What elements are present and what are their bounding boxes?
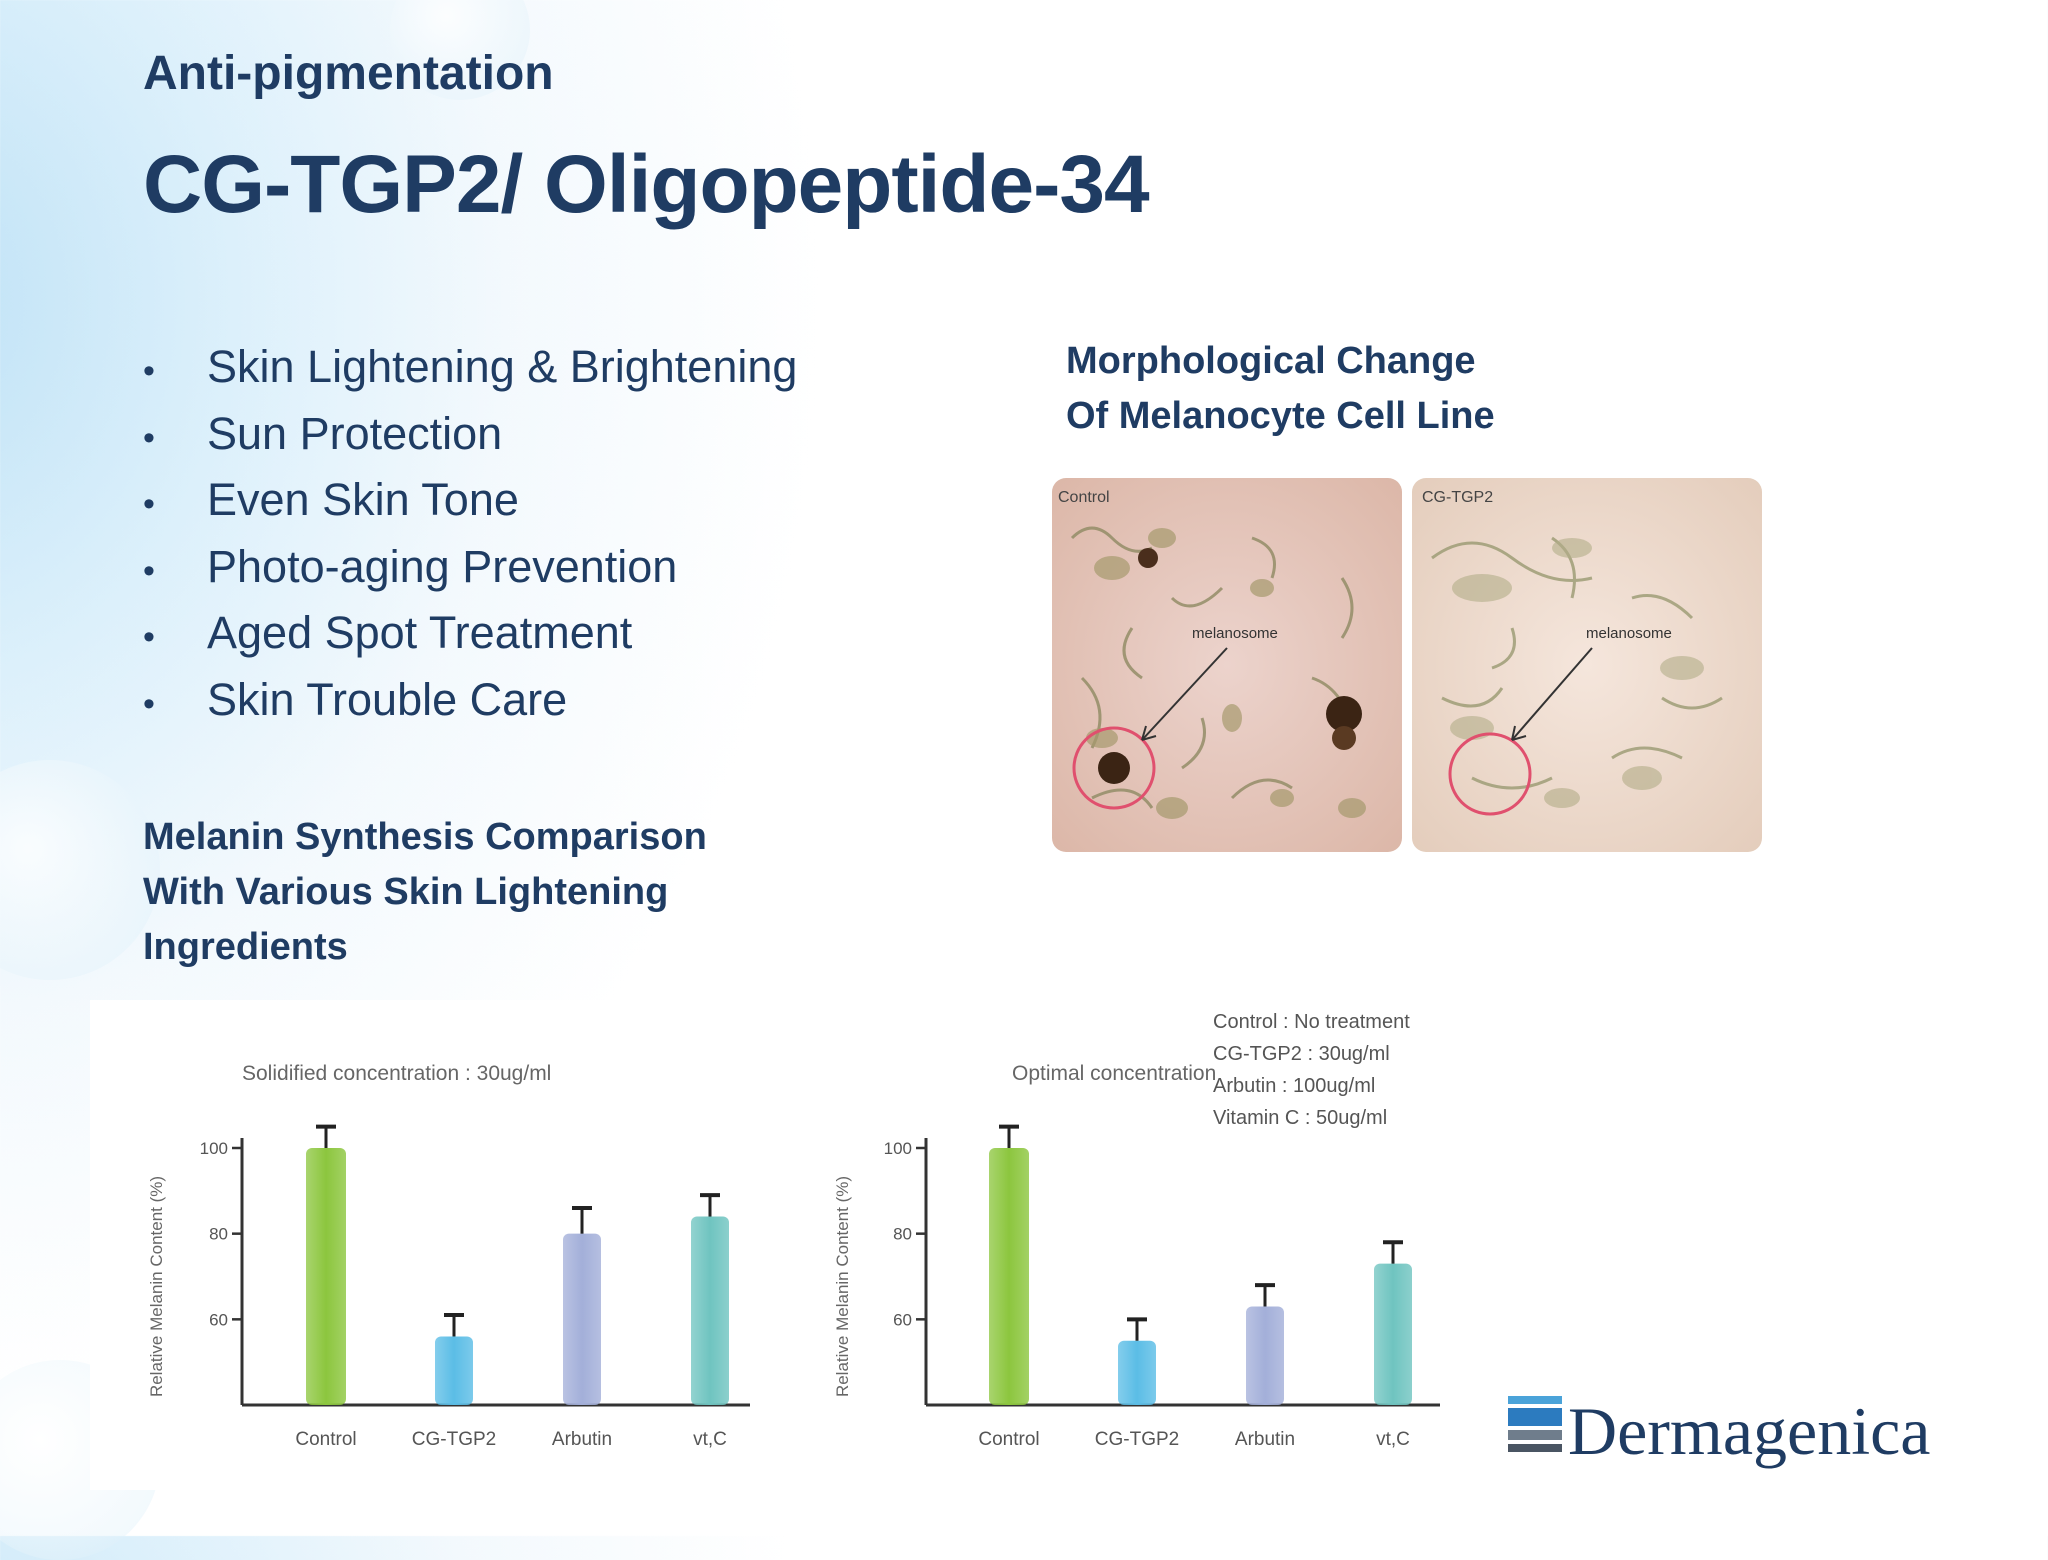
y-tick-label: 100 [884, 1139, 912, 1158]
caption-line: With Various Skin Lightening [143, 871, 669, 913]
bullet-icon: • [143, 684, 155, 723]
x-tick-label: vt,C [693, 1429, 727, 1450]
list-item-label: Skin Trouble Care [207, 673, 568, 725]
morphology-caption: Morphological Change Of Melanocyte Cell … [1066, 334, 1495, 444]
list-item: • Sun Protection [143, 403, 797, 470]
chart-title: Optimal concentration [1012, 1062, 1216, 1085]
bar [1246, 1306, 1284, 1405]
caption-line: Of Melanocyte Cell Line [1066, 395, 1495, 437]
panel-label: Control [1058, 489, 1110, 506]
bullet-icon: • [143, 485, 155, 523]
list-item: • Skin Lightening & Brightening [143, 336, 797, 403]
x-tick-label: CG-TGP2 [1095, 1429, 1179, 1450]
y-tick-label: 60 [893, 1310, 912, 1329]
x-tick-label: CG-TGP2 [412, 1429, 496, 1450]
melanosome-annotation: melanosome [1586, 625, 1672, 642]
dermagenica-logo-icon [1508, 1396, 1562, 1452]
bullet-icon: • [143, 618, 155, 656]
chart-title: Solidified concentration : 30ug/ml [242, 1062, 551, 1085]
bar [1118, 1340, 1156, 1405]
slide-title: CG-TGP2/ Oligopeptide-34 [143, 139, 1150, 230]
bar [563, 1233, 601, 1405]
melanin-chart-solidified: Solidified concentration : 30ug/ml Relati… [147, 1062, 750, 1450]
melanosome-annotation: melanosome [1192, 625, 1278, 642]
bullet-icon: • [143, 551, 155, 590]
slide-overline: Anti-pigmentation [143, 47, 554, 100]
bar [1374, 1263, 1412, 1405]
list-item-label: Photo-aging Prevention [207, 540, 678, 592]
list-item: • Aged Spot Treatment [143, 602, 797, 669]
panel-label: CG-TGP2 [1422, 489, 1493, 506]
bullet-icon: • [143, 352, 155, 390]
list-item-label: Even Skin Tone [207, 474, 519, 525]
bullet-icon: • [143, 418, 155, 457]
x-tick-label: Control [978, 1429, 1039, 1450]
list-item-label: Sun Protection [207, 407, 503, 459]
y-tick-label: 80 [209, 1225, 228, 1244]
legend-note: Control : No treatment [1213, 1011, 1410, 1033]
caption-line: Melanin Synthesis Comparison [143, 816, 707, 858]
micrograph-control-panel: Control melanosome [1052, 478, 1402, 852]
benefit-list: • Skin Lightening & Brightening • Sun Prot… [143, 336, 797, 735]
list-item: • Photo-aging Prevention [143, 536, 797, 603]
list-item-label: Aged Spot Treatment [207, 607, 633, 658]
legend-note: Arbutin : 100ug/ml [1213, 1075, 1375, 1097]
y-tick-label: 60 [209, 1310, 228, 1329]
bar [989, 1148, 1029, 1405]
list-item: • Even Skin Tone [143, 469, 797, 536]
list-item-label: Skin Lightening & Brightening [207, 341, 798, 392]
y-axis-label: Relative Melanin Content (%) [833, 1176, 852, 1397]
y-axis-label: Relative Melanin Content (%) [147, 1176, 166, 1397]
bar [691, 1216, 729, 1405]
x-tick-label: vt,C [1376, 1429, 1410, 1450]
list-item: • Skin Trouble Care [143, 669, 797, 736]
bar [306, 1148, 346, 1405]
melanocyte-micrograph: Control melanosome CG-TGP2 melanosome [1052, 478, 1762, 852]
background-bubble [0, 760, 160, 980]
x-tick-label: Control [295, 1429, 356, 1450]
brand-name: Dermagenica [1568, 1393, 1931, 1469]
caption-line: Ingredients [143, 926, 348, 968]
y-tick-label: 100 [200, 1139, 228, 1158]
bar [435, 1336, 473, 1405]
micrograph-cgtgp2-panel: CG-TGP2 melanosome [1412, 478, 1762, 852]
melanin-caption: Melanin Synthesis Comparison With Variou… [143, 810, 707, 975]
legend-note: CG-TGP2 : 30ug/ml [1213, 1043, 1390, 1065]
legend-note: Vitamin C : 50ug/ml [1213, 1107, 1387, 1129]
y-tick-label: 80 [893, 1225, 912, 1244]
melanin-chart-optimal: Optimal concentration Relative Melanin Co… [833, 1011, 1440, 1450]
x-tick-label: Arbutin [1235, 1429, 1295, 1450]
caption-line: Morphological Change [1066, 340, 1476, 382]
melanin-charts-panel: Solidified concentration : 30ug/ml Relati… [90, 1000, 1510, 1490]
x-tick-label: Arbutin [552, 1429, 612, 1450]
